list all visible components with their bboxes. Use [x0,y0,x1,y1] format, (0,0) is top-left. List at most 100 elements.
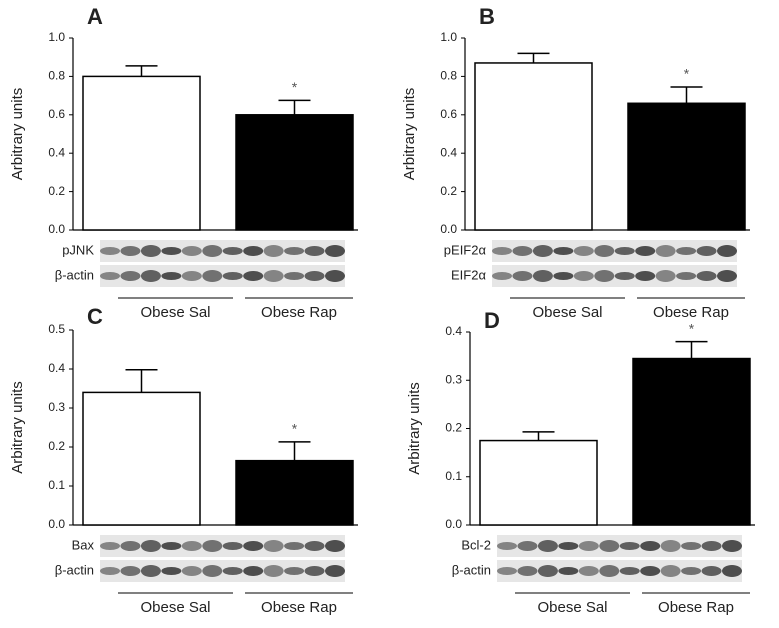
blot-label: pJNK [62,242,94,257]
blot-band [304,271,325,281]
blot-band [181,541,202,551]
blot-band [696,271,717,281]
blot-strip [492,240,737,262]
bar [235,459,354,526]
y-tick-label: 0.4 [440,145,457,159]
blot-band [558,567,579,575]
group-label: Obese Rap [653,304,729,321]
blot-band [696,246,717,256]
blot-band [497,567,517,575]
blot-strip [492,265,737,287]
blot-band [140,270,161,282]
blot-band [120,566,141,576]
error-bar [670,86,703,104]
group-label: Obese Sal [532,304,602,321]
blot-band [243,271,264,281]
y-tick-label: 0.2 [48,439,65,453]
panel-label: C [87,304,103,329]
blot-band [635,271,656,281]
y-tick-label: 0.3 [445,372,462,386]
significance-marker: * [689,320,695,336]
blot-band [100,542,120,550]
group-label: Obese Rap [261,304,337,321]
group-label: Obese Sal [140,304,210,321]
bar [627,102,746,231]
blot-band [284,272,305,280]
panel-label: A [87,4,103,29]
error-bar [278,99,311,115]
bar [82,75,201,231]
y-tick-label: 0.6 [440,107,457,121]
blot-band [120,541,141,551]
blot-strip [497,560,742,582]
blot-band [578,566,599,576]
blot-band [263,245,284,257]
blot-band [243,566,264,576]
blot-band [263,565,284,577]
blot-strip [100,560,345,582]
blot-band [722,540,742,552]
blot-band [681,567,702,575]
blot-band [120,246,141,256]
y-axis-label: Arbitrary units [9,381,26,474]
blot-band [660,565,681,577]
blot-band [284,542,305,550]
blot-band [532,270,553,282]
blot-label: Bcl-2 [461,537,491,552]
blot-band [100,567,120,575]
significance-marker: * [292,79,298,95]
blot-band [263,540,284,552]
blot-band [222,247,243,255]
blot-band [202,540,223,552]
y-tick-label: 0.1 [48,478,65,492]
error-bar [522,431,555,441]
blot-band [140,565,161,577]
y-axis-label: Arbitrary units [406,382,423,475]
blot-label: EIF2α [451,267,486,282]
blot-band [619,567,640,575]
blot-band [243,541,264,551]
blot-band [558,542,579,550]
blot-band [717,270,737,282]
y-tick-label: 0.2 [48,184,65,198]
y-tick-label: 0.3 [48,400,65,414]
blot-band [578,541,599,551]
blot-band [222,272,243,280]
y-axis-label: Arbitrary units [9,88,26,181]
blot-band [594,245,615,257]
blot-band [640,541,661,551]
y-tick-label: 1.0 [440,30,457,44]
y-tick-label: 0.0 [48,222,65,236]
blot-band [181,246,202,256]
blot-band [614,247,635,255]
group-label: Obese Rap [658,599,734,616]
error-bar [517,52,550,63]
blot-band [284,247,305,255]
blot-band [512,246,533,256]
blot-band [640,566,661,576]
blot-band [701,566,722,576]
blot-band [120,271,141,281]
y-tick-label: 0.8 [48,69,65,83]
blot-band [537,565,558,577]
blot-band [304,246,325,256]
blot-band [304,566,325,576]
blot-band [304,541,325,551]
blot-band [553,272,574,280]
blot-band [599,565,620,577]
group-label: Obese Rap [261,599,337,616]
blot-band [517,541,538,551]
y-tick-label: 0.4 [445,324,462,338]
blot-band [492,247,512,255]
blot-band [517,566,538,576]
blot-band [573,271,594,281]
blot-band [243,246,264,256]
blot-band [660,540,681,552]
blot-band [222,542,243,550]
bar [82,391,201,526]
y-tick-label: 0.2 [445,421,462,435]
blot-band [676,272,697,280]
blot-band [140,540,161,552]
blot-band [614,272,635,280]
y-tick-label: 0.4 [48,145,65,159]
